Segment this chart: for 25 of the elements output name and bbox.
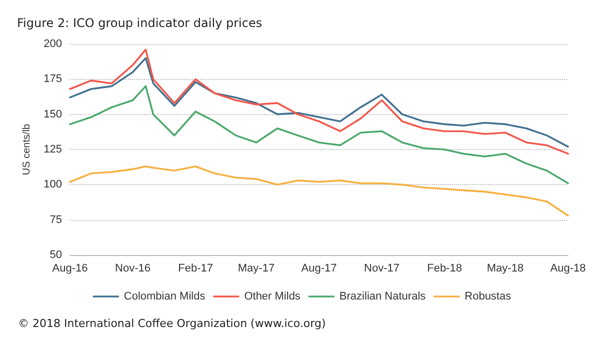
x-tick-label: Aug-18 <box>550 262 586 274</box>
y-axis-title: US cents/lb <box>22 124 32 176</box>
x-tick-label: Nov-17 <box>364 262 400 274</box>
legend-label: Brazilian Naturals <box>339 290 426 302</box>
chart-title: Figure 2: ICO group indicator daily prices <box>17 16 262 30</box>
line-series <box>69 165 569 217</box>
x-tick-label: May-18 <box>486 262 524 274</box>
y-tick-label: 75 <box>50 214 62 226</box>
y-tick-label: 150 <box>44 108 62 120</box>
y-tick-label: 50 <box>50 249 62 261</box>
x-tick-label: Feb-18 <box>427 262 462 274</box>
legend-label: Other Milds <box>244 290 301 302</box>
legend-label: Colombian Milds <box>124 290 206 302</box>
text: © 2018 International Coffee Organization (www.ico.org) <box>18 317 326 330</box>
x-tick-label: Nov-16 <box>115 262 150 274</box>
x-tick-label: Feb-17 <box>178 262 213 274</box>
y-tick-label: 200 <box>44 38 62 50</box>
x-tick-label: May-17 <box>238 262 275 274</box>
x-tick-label: Aug-17 <box>301 262 337 274</box>
y-tick-label: 125 <box>44 144 62 156</box>
y-tick-label: 100 <box>44 178 62 191</box>
x-tick-label: Aug-16 <box>52 262 88 274</box>
y-tick-label: 175 <box>44 73 62 86</box>
legend-label: Robustas <box>464 290 512 302</box>
line-series <box>69 85 569 184</box>
